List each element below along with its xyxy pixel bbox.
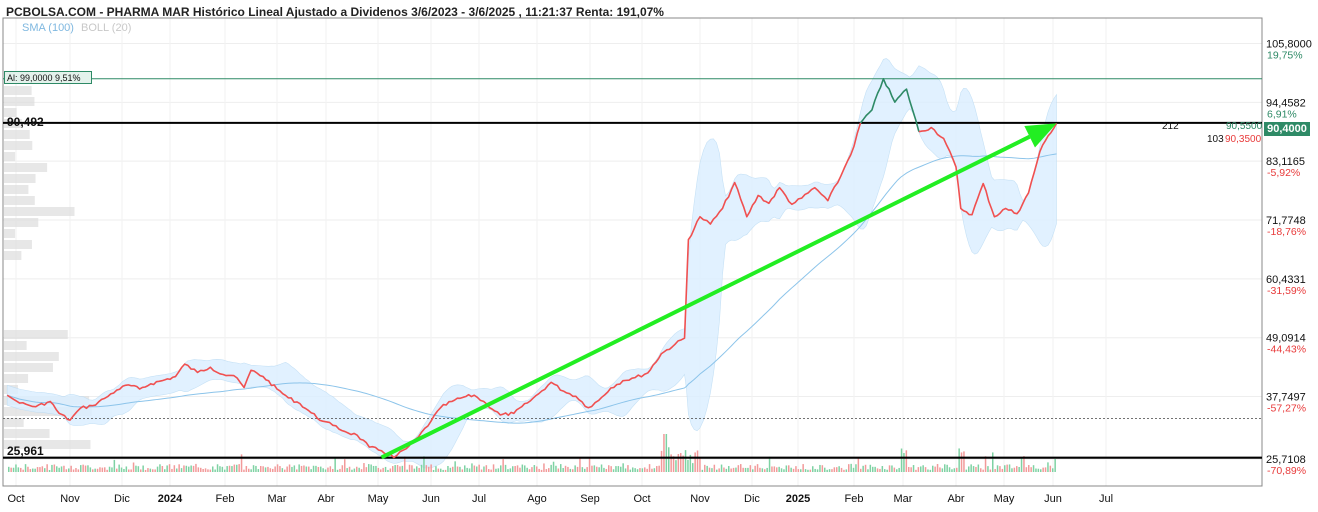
y-tick-label: 71,7748 (1266, 215, 1306, 227)
x-tick-label: 2024 (158, 493, 183, 505)
bollinger-bands (6, 58, 1057, 469)
x-tick-label: Jun (1044, 493, 1062, 505)
x-axis: Oct Nov Dic 2024 Feb Mar Abr May Jun Jul Ago Sep Oct… (7, 493, 1113, 505)
volume-bars (8, 434, 1056, 472)
y-tick-label: 49,0914 (1266, 333, 1306, 345)
horizontal-levels (3, 78, 1262, 459)
x-tick-label: Feb (845, 493, 864, 505)
x-tick-label: Feb (216, 493, 235, 505)
y-tick-pct: -44,43% (1267, 344, 1306, 356)
volume-annotation-right: 103 (1207, 134, 1224, 145)
chart-title: PCBOLSA.COM - PHARMA MAR Histórico Linea… (6, 5, 664, 19)
indicator-legend: SMA (100) BOLL (20) (22, 22, 131, 34)
x-tick-label: Abr (947, 493, 964, 505)
y-tick-label: 105,8000 (1266, 39, 1312, 51)
last-price-tag: 90,4000 (1264, 122, 1310, 136)
trend-arrow[interactable] (380, 123, 1057, 460)
y-tick-label: 37,7497 (1266, 392, 1306, 404)
y-tick-pct: -31,59% (1267, 285, 1306, 297)
x-tick-label: Oct (633, 493, 650, 505)
x-tick-label: Oct (7, 493, 24, 505)
x-tick-label: 2025 (786, 493, 810, 505)
x-tick-label: Sep (580, 493, 600, 505)
y-tick-pct: -5,92% (1267, 167, 1300, 179)
sma-legend[interactable]: SMA (100) (22, 22, 74, 34)
y-tick-pct: -70,89% (1267, 465, 1306, 477)
price-series (6, 77, 1058, 459)
x-tick-label: Abr (317, 493, 334, 505)
x-tick-label: Jul (1099, 493, 1113, 505)
x-tick-label: Nov (690, 493, 710, 505)
y-tick-pct: 19,75% (1267, 50, 1303, 62)
y-tick-label: 83,1165 (1266, 156, 1305, 168)
sma-line (7, 153, 1057, 424)
x-tick-label: Dic (744, 493, 760, 505)
x-tick-label: Jun (422, 493, 440, 505)
y-tick-pct: -18,76% (1267, 226, 1306, 238)
y-tick-label: 94,4582 (1266, 97, 1306, 109)
support-level-label: 25,961 (7, 444, 44, 458)
x-tick-label: Nov (60, 493, 80, 505)
volume-annotation-left: 212 (1162, 121, 1179, 132)
y-tick-pct: -57,27% (1267, 403, 1306, 415)
grid (2, 17, 1263, 487)
x-tick-label: Mar (894, 493, 913, 505)
price-annotation-green: 90,5500 (1226, 121, 1263, 132)
x-tick-label: May (994, 493, 1015, 505)
resistance-level-label: 90,492 (7, 115, 44, 129)
x-tick-label: Dic (114, 493, 130, 505)
x-tick-label: Jul (472, 493, 486, 505)
y-tick-label: 25,7108 (1266, 454, 1306, 466)
x-tick-label: Mar (268, 493, 287, 505)
alert-label[interactable]: Al: 99,0000 9,51% (4, 71, 92, 84)
boll-legend[interactable]: BOLL (20) (81, 22, 132, 34)
x-tick-label: May (368, 493, 389, 505)
y-tick-label: 60,4331 (1266, 274, 1306, 286)
x-tick-label: Ago (527, 493, 547, 505)
y-tick-pct: 6,91% (1267, 108, 1297, 120)
price-annotation-red: 90,3500 (1225, 134, 1262, 145)
